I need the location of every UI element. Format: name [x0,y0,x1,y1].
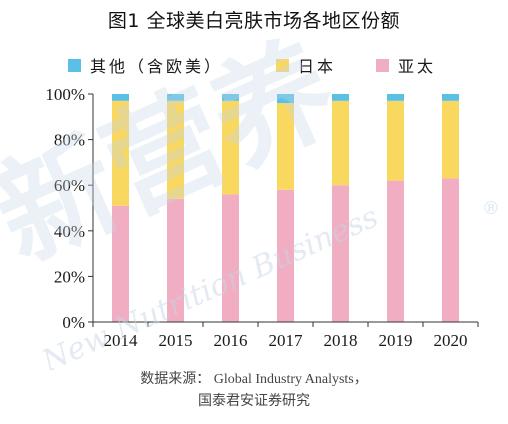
bar-asia-pacific-2018 [332,185,349,322]
source-line-1: 数据来源： Global Industry Analysts， [140,372,368,387]
legend-label-japan: 日本 [298,57,337,76]
bar-other-2014 [112,94,129,101]
bar-other-2017 [277,94,294,104]
y-tick-label-20: 20% [54,267,85,286]
legend-swatch-japan [276,58,289,72]
legend-label-asia-pacific: 亚太 [398,57,437,76]
y-tick-label-40: 40% [54,222,85,241]
y-tick-label-60: 60% [54,176,85,195]
bar-asia-pacific-2015 [167,198,184,322]
legend-label-other: 其他（含欧美） [90,57,224,76]
source-line-2: 国泰君安证券研究 [198,394,310,409]
bar-japan-2015 [167,100,184,199]
bar-japan-2017 [277,103,294,190]
bar-asia-pacific-2016 [222,194,239,322]
bar-japan-2014 [112,100,129,206]
bar-japan-2016 [222,100,239,195]
bar-other-2018 [332,94,349,101]
bar-group [112,94,459,322]
x-tick-label-2018: 2018 [324,331,358,350]
x-tick-label-2019: 2019 [379,331,413,350]
chart-title: 图1 全球美白亮肤市场各地区份额 [107,10,401,32]
legend-item-japan: 日本 [276,52,336,78]
bar-japan-2020 [442,100,459,179]
bar-asia-pacific-2014 [112,205,129,322]
bar-other-2016 [222,94,239,101]
watermark-registered-mark: ® [482,198,500,219]
bar-asia-pacific-2020 [442,178,459,322]
x-tick-label-2015: 2015 [159,331,193,350]
source-note: 数据来源： Global Industry Analysts， 国泰君安证券研究 [0,369,508,413]
bar-asia-pacific-2019 [387,180,404,322]
bar-japan-2018 [332,100,349,186]
bar-other-2020 [442,94,459,101]
bar-other-2015 [167,94,184,101]
legend-swatch-other [68,58,81,72]
x-tick-label-2014: 2014 [104,331,139,350]
x-tick-label-2020: 2020 [434,331,468,350]
bar-japan-2019 [387,100,404,181]
x-tick-label-2017: 2017 [269,331,304,350]
chart-legend: 其他（含欧美） 日本 亚太 [0,52,508,78]
axes: 2014 2015 2016 2017 2018 2019 2020 0% 20% 40% 60% 8… [45,85,479,350]
bar-other-2019 [387,94,404,101]
x-tick-label-2016: 2016 [214,331,248,350]
bar-asia-pacific-2017 [277,189,294,322]
legend-swatch-asia-pacific [376,58,389,72]
y-tick-label-80: 80% [54,131,85,150]
y-tick-label-0: 0% [62,313,85,332]
stacked-bar-chart: 2014 2015 2016 2017 2018 2019 2020 0% 20% 40% 60% 8… [0,17,500,370]
legend-item-other: 其他（含欧美） [68,52,223,78]
legend-item-asia-pacific: 亚太 [376,52,436,78]
y-tick-label-100: 100% [45,85,85,104]
